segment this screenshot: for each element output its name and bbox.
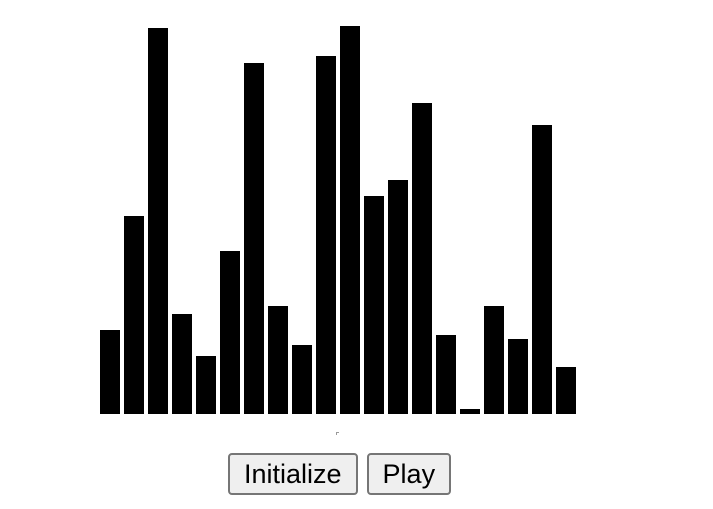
- controls-bar: Initialize Play: [228, 453, 452, 495]
- bar-20: [556, 367, 576, 414]
- bar-17: [484, 306, 504, 414]
- bar-16: [460, 409, 480, 414]
- bar-4: [172, 314, 192, 414]
- bar-10: [316, 56, 336, 414]
- status-marker: [336, 432, 339, 435]
- bar-13: [388, 180, 408, 414]
- bar-14: [412, 103, 432, 414]
- bar-3: [148, 28, 168, 414]
- bar-19: [532, 125, 552, 414]
- bar-2: [124, 216, 144, 414]
- initialize-button[interactable]: Initialize: [228, 453, 358, 495]
- bar-1: [100, 330, 120, 414]
- bars-area: [100, 26, 576, 414]
- bar-9: [292, 345, 312, 414]
- bar-11: [340, 26, 360, 414]
- bar-15: [436, 335, 456, 414]
- bar-12: [364, 196, 384, 414]
- bar-7: [244, 63, 264, 414]
- bar-8: [268, 306, 288, 414]
- bar-18: [508, 339, 528, 414]
- play-button[interactable]: Play: [366, 453, 452, 495]
- bar-5: [196, 356, 216, 414]
- bar-6: [220, 251, 240, 414]
